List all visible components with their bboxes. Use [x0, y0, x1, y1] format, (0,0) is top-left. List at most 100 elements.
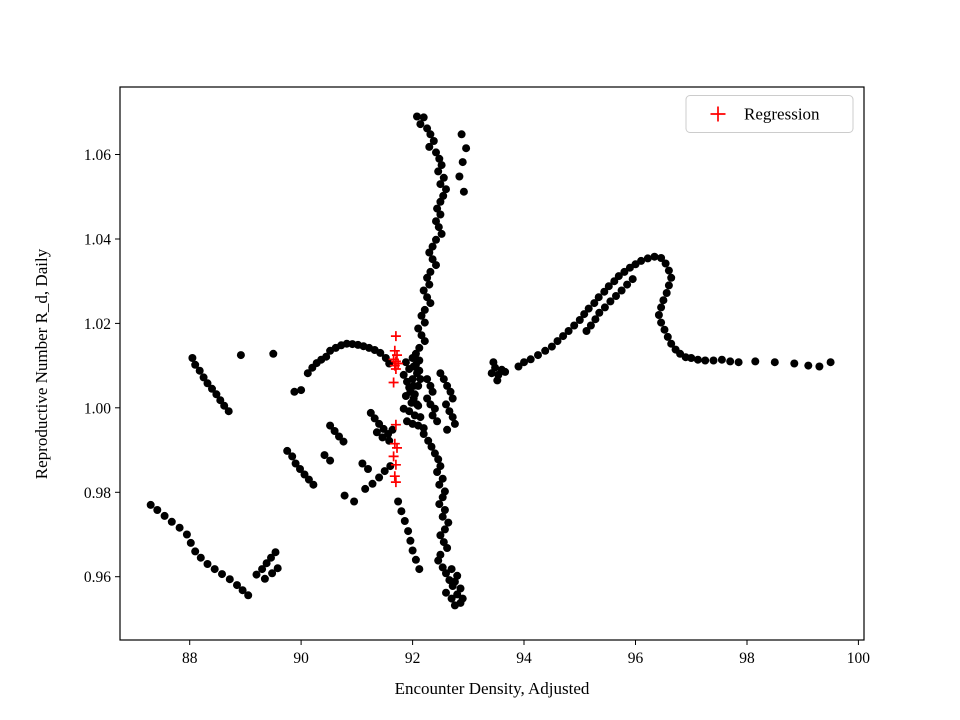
data-point [826, 358, 835, 367]
data-point [426, 267, 435, 276]
data-point [660, 325, 669, 334]
data-point [188, 354, 197, 362]
data-point [236, 351, 245, 360]
data-point [380, 467, 389, 476]
data-point [423, 273, 432, 282]
data-point [434, 223, 443, 232]
data-point [457, 130, 466, 139]
data-point [726, 357, 735, 366]
data-point [432, 261, 440, 270]
data-point [440, 525, 449, 534]
data-point [462, 144, 471, 153]
data-point [447, 565, 456, 574]
data-point [804, 361, 813, 370]
data-point [580, 310, 589, 319]
data-point [815, 362, 824, 371]
data-point [600, 303, 609, 312]
data-point [612, 292, 620, 300]
data-point [448, 413, 457, 422]
regression-point [390, 331, 401, 342]
data-point [446, 387, 455, 396]
data-point [493, 376, 502, 385]
data-point [368, 479, 377, 488]
data-point [437, 161, 446, 170]
y-tick-label: 1.02 [84, 316, 111, 333]
data-point [428, 387, 437, 396]
data-point [595, 308, 604, 317]
data-point [547, 342, 556, 351]
data-point [415, 366, 424, 375]
data-point [447, 594, 456, 603]
data-point [394, 497, 403, 506]
data-point [623, 280, 632, 289]
data-point [414, 401, 423, 410]
data-point [445, 407, 454, 416]
data-point [408, 375, 417, 384]
data-point [701, 356, 710, 365]
data-point [419, 430, 428, 438]
data-point [654, 311, 663, 319]
data-point [604, 282, 613, 291]
data-point [438, 563, 447, 572]
data-point [358, 459, 367, 468]
data-point [376, 348, 385, 357]
data-point [423, 293, 432, 302]
y-tick-label: 0.96 [84, 569, 111, 586]
regression-point [389, 438, 400, 449]
data-point [364, 465, 372, 473]
regression-point [389, 345, 400, 356]
data-point [426, 299, 435, 308]
data-point [436, 369, 445, 378]
data-point [436, 197, 445, 206]
data-point [244, 591, 253, 600]
data-point [442, 400, 450, 409]
data-point [146, 500, 155, 509]
data-point [429, 137, 438, 145]
data-point [437, 229, 446, 238]
data-point [420, 305, 429, 314]
trajectory-points [146, 112, 835, 610]
data-point [419, 286, 428, 295]
data-point [291, 459, 300, 468]
x-tick-label: 88 [182, 650, 198, 667]
data-point [693, 355, 702, 364]
data-point [427, 442, 436, 451]
data-point [260, 574, 269, 583]
legend-box [685, 95, 854, 133]
data-point [436, 210, 445, 219]
data-point [182, 530, 191, 539]
data-point [405, 383, 414, 392]
data-point [501, 367, 510, 376]
regression-point [392, 442, 402, 453]
data-point [375, 473, 384, 482]
data-point [620, 267, 629, 276]
data-point [435, 500, 444, 509]
data-point [416, 413, 425, 422]
data-point [432, 148, 440, 157]
data-point [459, 187, 468, 196]
regression-point [388, 354, 399, 365]
data-point [453, 571, 462, 580]
data-point [438, 512, 447, 521]
data-point [434, 455, 443, 464]
data-point [664, 266, 673, 275]
data-point [663, 332, 672, 341]
data-point [411, 555, 420, 564]
data-point [456, 584, 465, 593]
data-point [186, 538, 195, 547]
data-point [442, 185, 450, 194]
data-point [455, 172, 464, 181]
data-point [442, 588, 450, 597]
x-tick-label: 94 [516, 650, 532, 667]
regression-points [388, 331, 404, 488]
regression-point [390, 459, 401, 470]
data-point [657, 318, 666, 327]
x-tick-label: 90 [293, 650, 309, 667]
data-point [428, 242, 437, 251]
data-point [397, 507, 406, 516]
data-point [428, 411, 437, 420]
data-point [442, 569, 450, 578]
data-point [196, 553, 205, 562]
data-point [208, 384, 216, 393]
data-point [520, 358, 528, 367]
